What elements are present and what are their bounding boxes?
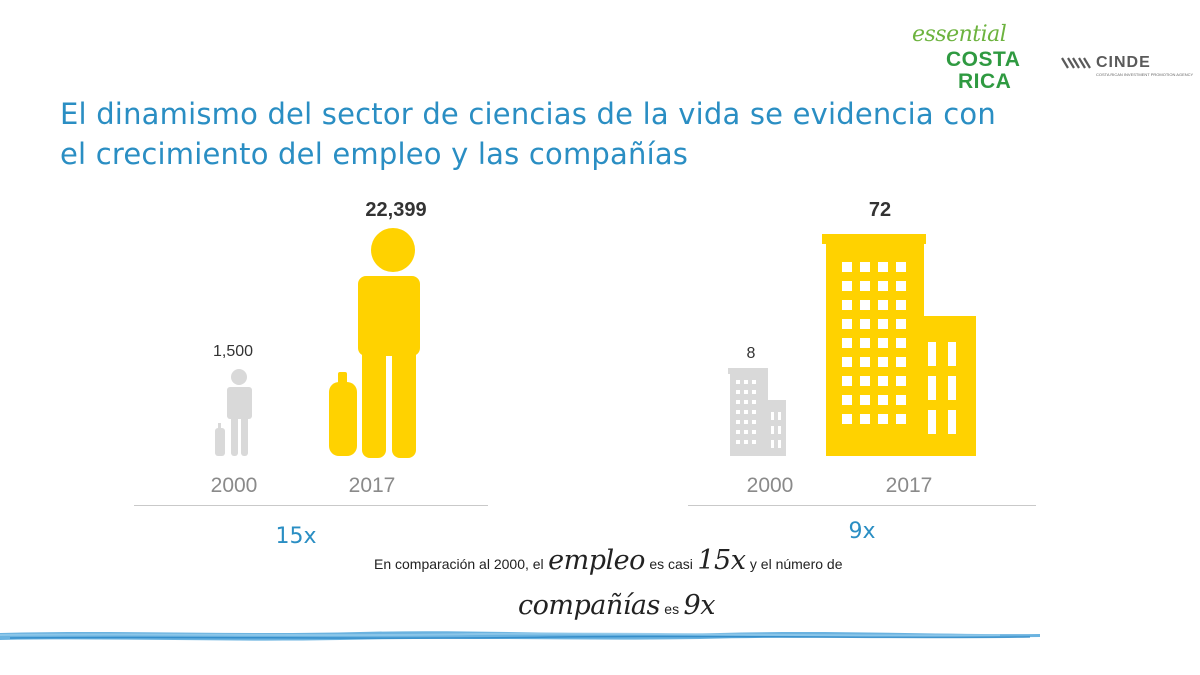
x-axis-line xyxy=(688,505,1036,506)
building-window xyxy=(896,300,906,310)
building-window xyxy=(928,410,936,434)
value-label-2017: 72 xyxy=(868,199,892,221)
building-window xyxy=(860,262,870,272)
caption-text: En comparación al 2000, el xyxy=(374,556,544,572)
building-window xyxy=(860,281,870,291)
building-window xyxy=(878,414,888,424)
logo-line-costa: COSTA xyxy=(946,48,1021,71)
caption-text: es xyxy=(664,601,680,617)
building-window xyxy=(842,281,852,291)
person-2000-icon xyxy=(215,369,252,456)
essential-script: essential xyxy=(912,22,1007,47)
x-label-2000: 2000 xyxy=(210,474,258,497)
building-2017-icon xyxy=(822,234,976,456)
building-window xyxy=(878,319,888,329)
building-window xyxy=(860,395,870,405)
caption-handwritten-9x: 9x xyxy=(683,590,716,621)
building-window xyxy=(878,262,888,272)
building-window xyxy=(878,338,888,348)
building-window xyxy=(842,395,852,405)
building-window xyxy=(860,319,870,329)
building-window xyxy=(896,281,906,291)
building-window xyxy=(896,357,906,367)
building-window xyxy=(878,281,888,291)
page-title: El dinamismo del sector de ciencias de l… xyxy=(60,97,996,171)
essential-costa-rica-logo: essential COSTA RICA xyxy=(912,22,1032,94)
building-window xyxy=(842,262,852,272)
building-window xyxy=(948,342,956,366)
multiplier-companies: 9x xyxy=(848,519,876,544)
cinde-logo: CINDE COSTA RICAN INVESTMENT PROMOTION A… xyxy=(1060,54,1193,82)
x-axis-line xyxy=(134,505,488,506)
building-window xyxy=(860,338,870,348)
building-window xyxy=(860,414,870,424)
logo-line-rica: RICA xyxy=(958,70,1012,93)
caption-text: es casi xyxy=(649,556,693,572)
building-window xyxy=(842,319,852,329)
building-window xyxy=(860,376,870,386)
cinde-tagline: COSTA RICAN INVESTMENT PROMOTION AGENCY xyxy=(1096,72,1194,77)
person-2017-icon xyxy=(329,228,420,458)
value-label-2000: 1,500 xyxy=(212,343,254,360)
building-window xyxy=(896,395,906,405)
caption-handwritten-15x: 15x xyxy=(697,545,746,576)
value-label-2017: 22,399 xyxy=(365,199,427,221)
building-window xyxy=(948,410,956,434)
building-window xyxy=(842,376,852,386)
caption-line-1: En comparación al 2000, el empleo es cas… xyxy=(374,545,843,576)
building-window xyxy=(896,262,906,272)
building-window xyxy=(860,300,870,310)
brush-stroke-decoration xyxy=(0,631,1040,641)
building-window xyxy=(842,300,852,310)
caption-text: y el número de xyxy=(749,556,843,572)
x-label-2017: 2017 xyxy=(885,474,933,497)
building-window xyxy=(896,338,906,348)
building-window xyxy=(842,357,852,367)
caption-line-2: compañías es 9x xyxy=(518,590,715,621)
building-window xyxy=(896,376,906,386)
building-window xyxy=(878,395,888,405)
value-label-2000: 8 xyxy=(746,345,756,362)
building-window xyxy=(896,414,906,424)
building-window xyxy=(928,376,936,400)
x-label-2017: 2017 xyxy=(348,474,396,497)
building-window xyxy=(928,342,936,366)
building-window xyxy=(860,357,870,367)
caption-handwritten-companies: compañías xyxy=(518,590,660,621)
building-window xyxy=(842,338,852,348)
building-window xyxy=(878,376,888,386)
cinde-mark-icon xyxy=(1061,57,1091,69)
building-window xyxy=(896,319,906,329)
caption-handwritten-employment: empleo xyxy=(548,545,645,576)
building-window xyxy=(878,300,888,310)
building-2000-icon xyxy=(728,368,786,456)
building-window xyxy=(842,414,852,424)
cinde-name: CINDE xyxy=(1096,54,1151,71)
multiplier-employment: 15x xyxy=(275,524,317,549)
building-window xyxy=(878,357,888,367)
building-window xyxy=(948,376,956,400)
x-label-2000: 2000 xyxy=(746,474,794,497)
